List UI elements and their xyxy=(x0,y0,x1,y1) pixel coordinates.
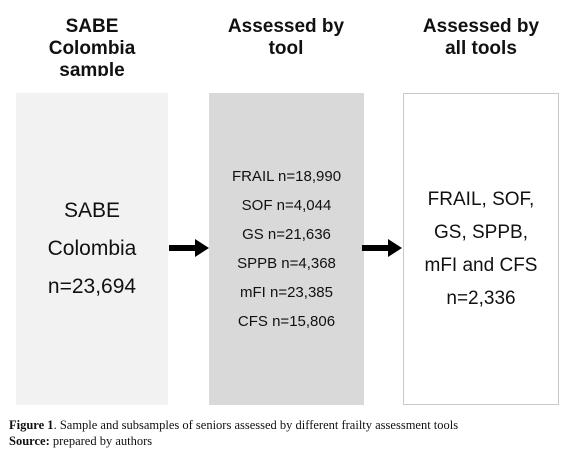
right-arrow-icon xyxy=(169,239,209,257)
box-line: mFI n=23,385 xyxy=(240,284,333,301)
heading-line: sample xyxy=(59,60,125,76)
right-arrow-icon xyxy=(362,239,402,257)
heading-line: all tools xyxy=(445,38,517,59)
box-line: mFI and CFS xyxy=(424,255,538,276)
caption-figure-line: Figure 1. Sample and subsamples of senio… xyxy=(9,417,579,433)
box-line: FRAIL n=18,990 xyxy=(231,168,342,185)
heading-line: Assessed by xyxy=(422,16,540,37)
heading-assessed-by-all-tools: Assessed by all tools xyxy=(402,16,560,60)
box-line: n=2,336 xyxy=(446,288,516,309)
source-text: prepared by authors xyxy=(49,434,153,448)
heading-assessed-by-tool: Assessed by tool xyxy=(208,16,364,60)
heading-line: tool xyxy=(268,38,304,59)
heading-line: SABE xyxy=(65,16,119,37)
source-label: Source: xyxy=(9,434,50,448)
box-line: n=23,694 xyxy=(47,275,137,298)
figure-label: Figure 1 xyxy=(9,418,54,432)
box-line: FRAIL, SOF, xyxy=(427,189,535,210)
caption-source-line: Source: prepared by authors xyxy=(9,433,579,449)
sample-box: SABE Colombia n=23,694 xyxy=(16,93,168,405)
figure-text: . Sample and subsamples of seniors asses… xyxy=(53,418,459,432)
box-line: GS n=21,636 xyxy=(242,226,331,243)
box-line: SOF n=4,044 xyxy=(241,197,332,214)
figure-caption: Figure 1. Sample and subsamples of senio… xyxy=(9,417,579,449)
heading-line: Colombia xyxy=(48,38,136,59)
heading-line: Assessed by xyxy=(227,16,345,37)
box-line: CFS n=15,806 xyxy=(237,313,336,330)
box-line: SABE xyxy=(63,199,121,222)
box-line: GS, SPPB, xyxy=(434,222,528,243)
heading-sabe-colombia-sample: SABE Colombia sample xyxy=(16,16,168,76)
tool-box: FRAIL n=18,990 SOF n=4,044 GS n=21,636 S… xyxy=(209,93,364,405)
all-tools-box: FRAIL, SOF, GS, SPPB, mFI and CFS n=2,33… xyxy=(403,93,559,405)
box-line: SPPB n=4,368 xyxy=(237,255,336,272)
box-line: Colombia xyxy=(47,237,137,260)
